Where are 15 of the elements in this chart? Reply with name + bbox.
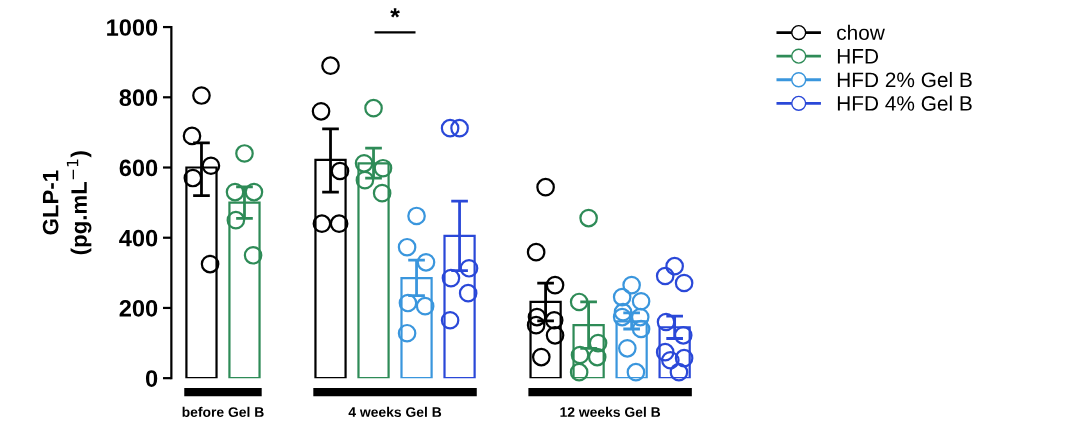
y-tick-label: 200 [119,300,158,317]
y-tick-label: 0 [145,370,158,387]
y-tick-label: 1000 [107,19,158,36]
legend-label: HFD [837,49,879,64]
x-tick-label: 4 weeks Gel B [348,406,442,417]
x-tick-label: before Gel B [182,406,264,417]
legend-label: chow [837,24,885,41]
y-axis-title: GLP-1 (pg.mL$^{−1}$) [42,151,92,255]
legend-label: HFD 4% Gel B [837,95,972,111]
y-tick-label: 600 [119,159,158,177]
x-tick-label: 12 weeks Gel B [560,406,661,417]
text: * [390,8,400,18]
legend-label: HFD 2% Gel B [837,71,972,88]
y-tick-label: 800 [119,89,158,107]
y-tick-label: 400 [119,229,158,247]
